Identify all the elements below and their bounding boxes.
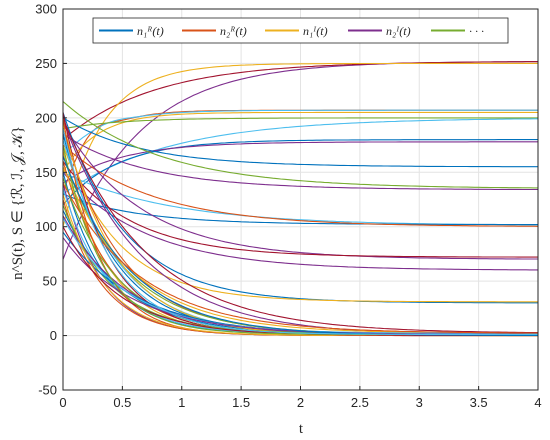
y-axis-label: n^S(t), S ∈ {ℛ, ℐ, 𝒥, 𝒦} bbox=[10, 126, 26, 280]
series-line-19 bbox=[62, 171, 538, 271]
series-line-5 bbox=[62, 109, 538, 157]
x-tick-label: 1.5 bbox=[232, 395, 250, 410]
y-tick-label: 0 bbox=[50, 328, 57, 343]
x-tick-label: 3.5 bbox=[470, 395, 488, 410]
legend-label: n₁ᴿ(t) bbox=[137, 24, 164, 38]
x-tick-label: 2.5 bbox=[351, 395, 369, 410]
y-tick-label: 250 bbox=[35, 56, 57, 71]
series-line-11 bbox=[62, 117, 538, 168]
y-tick-label: 100 bbox=[35, 219, 57, 234]
series-line-49 bbox=[62, 182, 538, 334]
x-tick-label: 2 bbox=[297, 395, 304, 410]
series-line-6 bbox=[62, 111, 538, 173]
series-line-50 bbox=[62, 128, 538, 336]
series-line-18 bbox=[62, 161, 538, 258]
series-group bbox=[62, 61, 539, 337]
y-tick-label: -50 bbox=[38, 383, 57, 398]
y-tick-label: 50 bbox=[43, 274, 57, 289]
x-tick-label: 1 bbox=[178, 395, 185, 410]
legend: n₁ᴿ(t) n₂ᴿ(t) n₁ᴵ(t) n₂ᴵ(t) · · · bbox=[92, 17, 509, 44]
y-tick-label: 200 bbox=[35, 110, 57, 125]
x-tick-label: 4 bbox=[534, 395, 541, 410]
legend-label: n₂ᴵ(t) bbox=[386, 24, 411, 38]
series-line-21 bbox=[62, 144, 538, 303]
series-line-16 bbox=[62, 144, 539, 227]
series-line-48 bbox=[62, 155, 538, 336]
x-tick-label: 0.5 bbox=[113, 395, 131, 410]
series-line-15 bbox=[62, 193, 538, 226]
series-line-7 bbox=[62, 117, 538, 130]
series-line-10 bbox=[62, 141, 538, 184]
x-tick-label: 3 bbox=[416, 395, 423, 410]
series-line-9 bbox=[62, 139, 538, 206]
series-line-13 bbox=[62, 133, 538, 191]
legend-label: n₂ᴿ(t) bbox=[220, 24, 247, 38]
x-tick-label: 0 bbox=[59, 395, 66, 410]
series-line-3 bbox=[62, 62, 538, 227]
legend-label: n₁ᴵ(t) bbox=[303, 24, 328, 38]
series-line-12 bbox=[62, 101, 538, 189]
y-tick-label: 300 bbox=[35, 2, 57, 17]
series-line-17 bbox=[62, 123, 538, 260]
x-axis-label: t bbox=[299, 421, 304, 437]
series-line-2 bbox=[62, 61, 538, 141]
y-tick-label: 150 bbox=[35, 165, 57, 180]
series-line-28 bbox=[62, 117, 538, 334]
legend-label: · · · bbox=[469, 24, 484, 38]
